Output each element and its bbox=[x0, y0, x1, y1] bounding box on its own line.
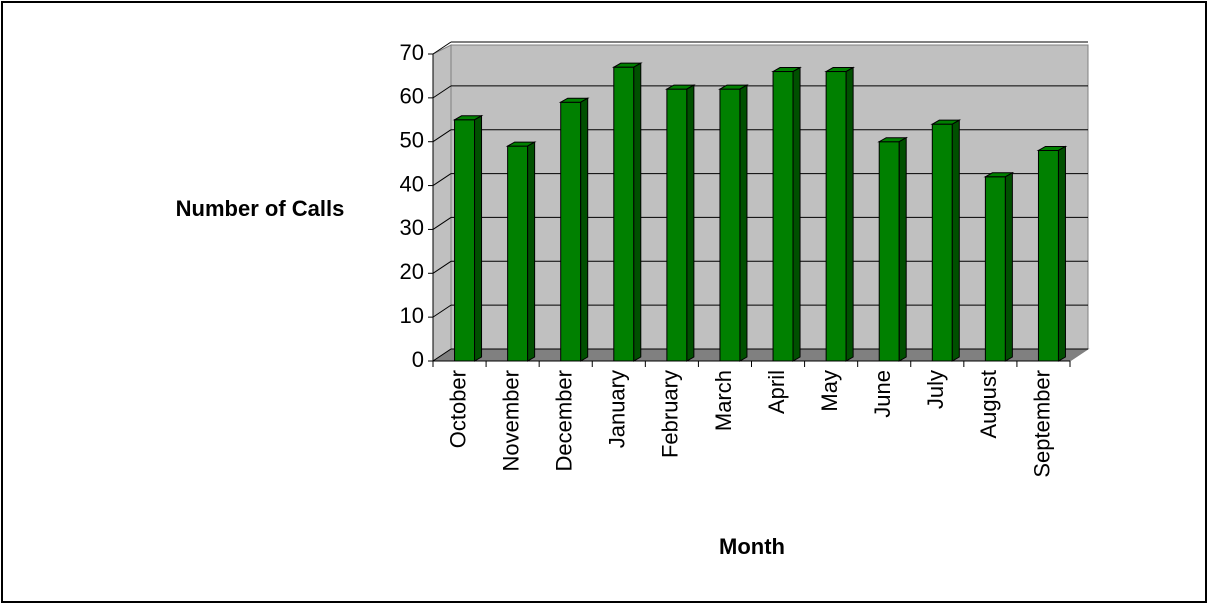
bar bbox=[558, 97, 590, 362]
bar-side bbox=[739, 84, 748, 362]
x-tick-label: April bbox=[764, 370, 789, 414]
bar bbox=[930, 119, 962, 362]
side-grid-line bbox=[432, 348, 452, 362]
bar-front bbox=[825, 71, 847, 362]
x-tick-label: December bbox=[552, 370, 577, 471]
grid bbox=[432, 41, 1088, 362]
y-tick-label: 70 bbox=[400, 40, 424, 65]
bar bbox=[452, 114, 484, 362]
x-tick-label: March bbox=[711, 370, 736, 431]
bar bbox=[664, 84, 696, 362]
bar bbox=[983, 171, 1015, 362]
bar bbox=[771, 66, 802, 362]
x-tick-label: May bbox=[817, 370, 842, 412]
y-tick-label: 40 bbox=[400, 171, 424, 196]
side-grid-line bbox=[432, 217, 452, 230]
bar-front bbox=[878, 141, 900, 362]
bar-side bbox=[898, 136, 907, 362]
bar bbox=[1036, 145, 1068, 362]
bar-front bbox=[613, 66, 635, 362]
bar-side bbox=[633, 62, 642, 362]
side-grid-line bbox=[432, 129, 452, 143]
x-tick-label: February bbox=[658, 370, 683, 458]
bar-front bbox=[1037, 149, 1059, 362]
y-tick-label: 60 bbox=[400, 84, 424, 109]
bar-side bbox=[527, 141, 536, 362]
x-tick-label: August bbox=[976, 370, 1001, 439]
bar-front bbox=[772, 71, 794, 362]
bar bbox=[611, 62, 643, 362]
bar-side bbox=[1057, 145, 1066, 362]
y-tick-label: 0 bbox=[412, 347, 424, 372]
x-axis-label: Month bbox=[719, 534, 785, 559]
bar-side bbox=[686, 84, 695, 362]
side-grid-line bbox=[432, 304, 452, 318]
bar bbox=[877, 136, 909, 362]
bar-side bbox=[474, 114, 483, 362]
side-grid-line bbox=[432, 85, 452, 99]
bar-side bbox=[580, 97, 589, 362]
bar-front bbox=[931, 123, 953, 362]
side-grid-line bbox=[432, 173, 452, 186]
bars bbox=[452, 62, 1068, 362]
bar-side bbox=[1004, 171, 1013, 362]
x-tick-label: January bbox=[605, 370, 630, 448]
side-grid-line bbox=[432, 41, 452, 55]
bar-front bbox=[666, 88, 688, 362]
bar-side bbox=[951, 119, 960, 362]
y-axis-label: Number of Calls bbox=[176, 196, 345, 221]
bar-front bbox=[454, 119, 476, 362]
side-grid-line bbox=[432, 260, 452, 274]
x-tick-label: September bbox=[1029, 370, 1054, 478]
bar bbox=[824, 66, 856, 362]
bar-side bbox=[845, 66, 854, 362]
bar-front bbox=[507, 145, 529, 362]
y-tick-label: 30 bbox=[400, 215, 424, 240]
bar-front bbox=[560, 101, 582, 362]
bar bbox=[505, 141, 537, 362]
x-tick-label: October bbox=[445, 370, 470, 448]
y-tick-label: 50 bbox=[400, 128, 424, 153]
y-tick-label: 20 bbox=[400, 259, 424, 284]
x-tick-label: July bbox=[923, 370, 948, 409]
bar-front bbox=[719, 88, 741, 362]
bar-side bbox=[792, 66, 801, 362]
x-tick-label: November bbox=[498, 370, 523, 471]
bar-front bbox=[984, 176, 1006, 362]
x-tick-label: June bbox=[870, 370, 895, 418]
bar bbox=[718, 84, 749, 362]
y-tick-label: 10 bbox=[400, 303, 424, 328]
